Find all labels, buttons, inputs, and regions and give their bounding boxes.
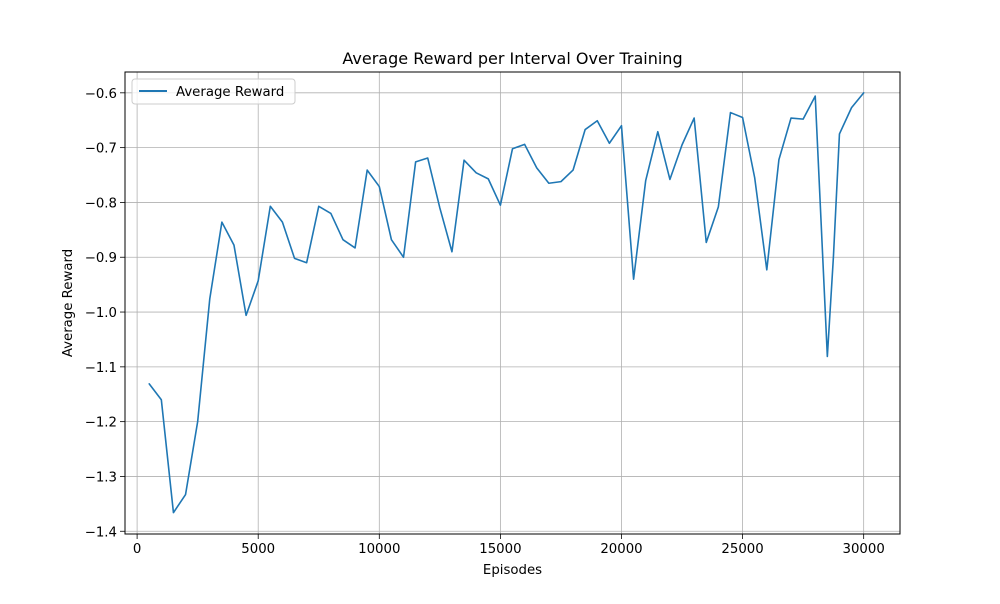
y-tick-label: −0.7	[85, 142, 117, 157]
y-tick-label: −1.3	[85, 470, 117, 485]
x-axis-ticks: 0 5000 10000 15000 20000 25000 30000	[133, 534, 885, 557]
chart-title: Average Reward per Interval Over Trainin…	[342, 49, 682, 68]
x-tick-label: 5000	[241, 542, 275, 557]
legend-box	[131, 78, 296, 105]
series-layer	[148, 92, 865, 514]
y-tick-label: −0.6	[85, 87, 117, 102]
x-tick-label: 20000	[600, 542, 642, 557]
plot-area-frame	[124, 71, 901, 535]
legend-label: Average Reward	[176, 85, 284, 100]
x-tick-label: 0	[133, 542, 141, 557]
series-line-average-reward	[148, 92, 865, 514]
x-tick-label: 30000	[843, 542, 885, 557]
y-tick-label: −0.8	[85, 196, 117, 211]
x-axis-label: Episodes	[483, 563, 542, 578]
y-axis-label: Average Reward	[61, 249, 76, 357]
y-tick-label: −1.2	[85, 416, 117, 431]
x-tick-label: 25000	[721, 542, 763, 557]
x-tick-label: 10000	[358, 542, 400, 557]
x-tick-label: 15000	[479, 542, 521, 557]
y-tick-label: −1.0	[85, 306, 117, 321]
y-tick-label: −1.1	[85, 361, 117, 376]
y-axis-ticks: −1.4 −1.3 −1.2 −1.1 −1.0 −0.9 −0.8 −0.7 −0.6	[85, 87, 125, 540]
x-gridlines	[136, 72, 865, 534]
legend: Average Reward	[131, 78, 296, 105]
y-tick-label: −1.4	[85, 525, 117, 540]
y-tick-label: −0.9	[85, 251, 117, 266]
